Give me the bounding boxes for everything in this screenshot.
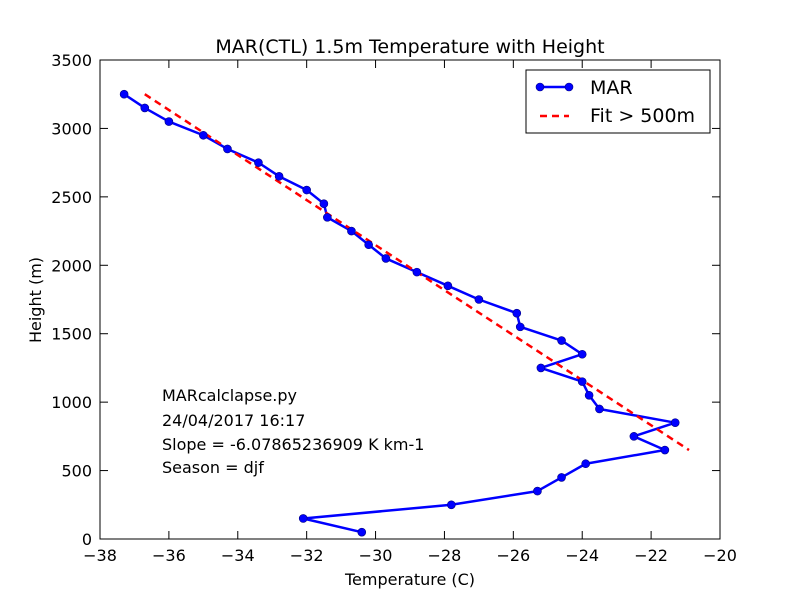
y-tick-label: 1500 <box>51 325 92 344</box>
mar-data-point <box>298 514 308 523</box>
mar-data-point <box>323 213 332 222</box>
mar-data-point <box>119 89 129 99</box>
mar-data-point <box>557 336 566 345</box>
mar-data-point <box>515 322 525 332</box>
mar-data-point <box>577 377 587 386</box>
y-tick-label: 0 <box>82 530 92 549</box>
mar-data-point <box>584 390 594 400</box>
mar-data-point <box>274 172 284 181</box>
mar-data-point <box>670 418 680 427</box>
mar-data-point <box>412 267 422 277</box>
legend: MAR Fit > 500m <box>525 69 711 134</box>
annotation-date: 24/04/2017 16:17 <box>162 411 305 430</box>
y-axis-label: Height (m) <box>26 257 45 343</box>
x-tick-label: −30 <box>359 546 393 565</box>
y-tick-label: 500 <box>61 462 92 481</box>
annotation-season: Season = djf <box>162 458 264 477</box>
mar-data-point <box>364 240 373 250</box>
annotation-script: MARcalclapse.py <box>162 386 297 405</box>
plot-frame <box>99 59 721 540</box>
y-tick-label: 1000 <box>51 393 92 412</box>
x-axis-ticks: −38 −36 −34 −32 −30 −28 −26 −24 −22 −20 <box>83 60 737 565</box>
mar-data-point <box>381 254 391 263</box>
chart-title: MAR(CTL) 1.5m Temperature with Height <box>215 36 604 58</box>
mar-data-point <box>533 486 542 496</box>
x-tick-label: −36 <box>152 546 186 565</box>
mar-data-point <box>347 226 356 236</box>
mar-data-point <box>357 527 367 537</box>
x-tick-label: −22 <box>634 546 668 565</box>
mar-data-point <box>140 103 150 113</box>
legend-fit-label: Fit > 500m <box>590 105 695 127</box>
annotation-slope: Slope = -6.07865236909 K km-1 <box>162 435 424 454</box>
x-tick-label: −32 <box>290 546 324 565</box>
legend-mar-marker <box>564 82 574 92</box>
mar-data-point <box>536 363 546 373</box>
x-tick-label: −24 <box>565 546 599 565</box>
mar-data-point <box>512 308 522 318</box>
mar-data-point <box>557 473 566 482</box>
mar-data-point <box>577 349 587 359</box>
mar-data-point <box>164 117 174 126</box>
mar-data-point <box>254 158 263 167</box>
x-tick-label: −20 <box>703 546 737 565</box>
y-axis-ticks: 0 500 1000 1500 2000 2500 3000 3500 <box>51 51 720 549</box>
x-tick-label: −38 <box>83 546 117 565</box>
y-tick-label: 3000 <box>51 119 92 138</box>
mar-data-point <box>223 144 232 154</box>
annotation-block: MARcalclapse.py 24/04/2017 16:17 Slope =… <box>162 386 424 477</box>
x-axis-label: Temperature (C) <box>344 570 475 589</box>
mar-data-point <box>474 295 484 304</box>
legend-mar-marker <box>535 82 545 92</box>
mar-data-point <box>443 281 453 291</box>
x-tick-label: −34 <box>221 546 255 565</box>
y-tick-label: 2500 <box>51 188 92 207</box>
x-tick-label: −28 <box>428 546 462 565</box>
y-tick-label: 2000 <box>51 256 92 275</box>
mar-data-point <box>447 500 456 510</box>
plot-marks <box>119 89 690 537</box>
mar-data-point <box>581 459 590 469</box>
y-tick-label: 3500 <box>51 51 92 70</box>
legend-box <box>525 69 711 134</box>
mar-data-point <box>660 445 670 455</box>
mar-data-point <box>302 185 311 195</box>
mar-data-point <box>629 432 639 441</box>
mar-data-point <box>319 199 329 208</box>
x-tick-label: −26 <box>496 546 530 565</box>
mar-data-point <box>199 130 208 140</box>
mar-data-point <box>595 404 604 414</box>
legend-mar-label: MAR <box>590 77 633 99</box>
